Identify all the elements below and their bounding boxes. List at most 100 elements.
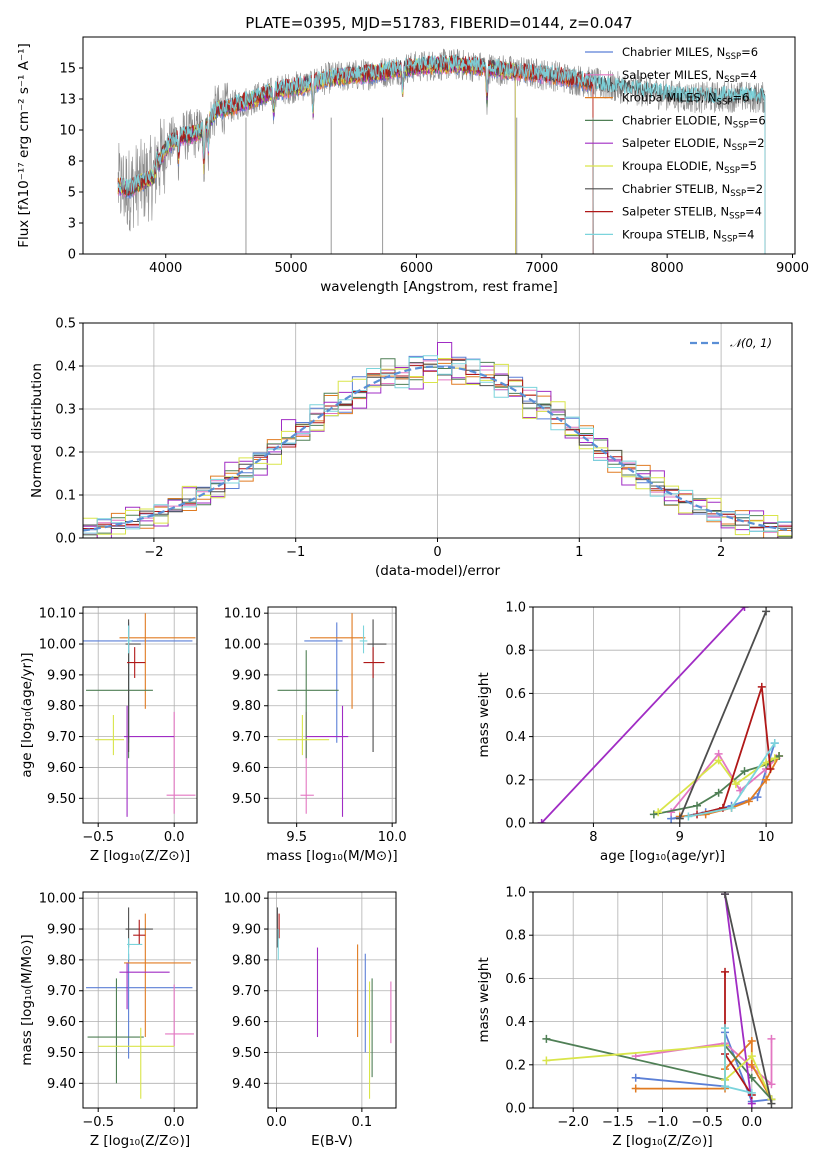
axes-frame (82, 891, 198, 1109)
axes-frame (82, 322, 793, 539)
data-point (675, 814, 684, 823)
series-line (678, 610, 767, 820)
x-tick-label: 0.0 (164, 1115, 185, 1130)
data-point (714, 788, 723, 797)
x-tick-label: 6000 (400, 261, 433, 276)
y-tick-label: 10.00 (224, 638, 261, 653)
y-tick-label: 0.4 (505, 1015, 526, 1030)
legend-label: Chabrier ELODIE, NSSP=6 (622, 113, 766, 130)
errorbar-chabrier-stelib (367, 619, 387, 753)
x-tick-label: 0.0 (164, 830, 185, 845)
data-point (721, 1024, 730, 1033)
data-point (747, 1052, 756, 1061)
x-tick-label: −1.0 (647, 1115, 679, 1130)
plot-area (276, 907, 392, 1099)
legend-label: Kroupa ELODIE, NSSP=5 (622, 159, 757, 176)
data-point (770, 754, 779, 763)
y-tick-label: 0.2 (505, 773, 526, 788)
data-point (767, 1034, 776, 1043)
x-axis-label: Z [log₁₀(Z/Z⊙)] (612, 1133, 712, 1149)
y-tick-label: 10 (59, 124, 76, 139)
y-tick-label: 9.60 (232, 1015, 261, 1030)
axes-frame (267, 606, 397, 824)
y-tick-label: 9.50 (232, 792, 261, 807)
y-tick-label: 10.00 (224, 892, 261, 907)
y-tick-label: 0.3 (55, 403, 76, 418)
y-tick-label: 5 (68, 186, 76, 201)
y-tick-label: 9.90 (232, 923, 261, 938)
legend-label: 𝒩(0, 1) (730, 336, 772, 350)
errorbar-kroupa-miles (119, 613, 196, 709)
errorbar-salpeter-stelib (127, 647, 146, 678)
y-tick-label: 13 (59, 93, 76, 108)
series-line (540, 607, 746, 823)
errorbar-kroupa-elodie (277, 715, 330, 756)
y-tick-label: 0 (68, 248, 76, 263)
plot-area (83, 613, 196, 817)
series-line (724, 894, 773, 1104)
data-point (762, 607, 771, 616)
series-chabrier-elodie (542, 1034, 776, 1104)
x-axis-label: age [log₁₀(age/yr)] (600, 848, 725, 864)
data-point (731, 780, 740, 789)
panel-spectrum: 4000 5000 6000 7000 8000 9000 0 3 5 8 10 13 15 PLATE=… (16, 14, 809, 295)
legend-label: Chabrier STELIB, NSSP=2 (622, 182, 763, 199)
y-tick-label: 0.6 (505, 687, 526, 702)
plot-area (537, 607, 784, 823)
errorbar-chabrier-elodie (87, 978, 144, 1084)
data-point (684, 812, 693, 821)
plot-area (117, 48, 766, 254)
legend-label: Salpeter STELIB, NSSP=4 (622, 205, 762, 222)
x-tick-label: 4000 (149, 261, 182, 276)
data-point (714, 756, 723, 765)
y-tick-label: 0.2 (505, 1058, 526, 1073)
y-tick-label: 9.60 (47, 761, 76, 776)
data-point (753, 793, 762, 802)
y-tick-label: 10.10 (224, 607, 261, 622)
spectrum-model-salpeter-stelib (117, 54, 594, 254)
y-tick-label: 9.50 (47, 1046, 76, 1061)
x-axis-label: E(B-V) (311, 1133, 353, 1149)
plot-area (86, 907, 194, 1099)
y-tick-label: 0.0 (55, 532, 76, 547)
x-axis-label: Z [log₁₀(Z/Z⊙)] (90, 848, 190, 864)
series-line (696, 686, 772, 816)
data-point (767, 1080, 776, 1089)
y-tick-label: 9.40 (232, 1077, 261, 1092)
errorbar-salpeter-miles (166, 711, 196, 814)
y-axis-label: age [log₁₀(age/yr)] (19, 652, 35, 777)
data-point (770, 739, 779, 748)
legend-label: Salpeter MILES, NSSP=4 (622, 68, 757, 85)
y-tick-label: 3 (68, 217, 76, 232)
x-axis-label: wavelength [Angstrom, rest frame] (320, 279, 558, 295)
plot-area (542, 892, 776, 1108)
data-point (762, 758, 771, 767)
x-axis-label: mass [log₁₀(M/M⊙)] (266, 848, 397, 864)
data-point (721, 1082, 730, 1091)
data-point (757, 682, 766, 691)
spectrum-model-chabrier-stelib (117, 55, 766, 254)
y-axis-label: mass weight (476, 957, 492, 1042)
data-point (744, 797, 753, 806)
errorbar-kroupa-elodie (98, 1027, 175, 1099)
y-tick-label: 0.5 (55, 317, 76, 332)
x-tick-label: −2.0 (557, 1115, 589, 1130)
y-tick-label: 9.70 (232, 730, 261, 745)
series-chabrier-stelib (675, 607, 771, 823)
y-tick-label: 0.2 (55, 446, 76, 461)
errorbar-salpeter-elodie (306, 705, 349, 817)
data-point (740, 607, 749, 611)
panel-age_vs_Z: −0.5 0.0 9.50 9.60 9.70 9.80 9.90 10.00 10.10 Z [… (19, 606, 198, 864)
y-axis-label: mass [log₁₀(M/M⊙)] (19, 934, 35, 1065)
x-tick-label: −0.5 (691, 1115, 723, 1130)
y-tick-label: 10.00 (39, 638, 76, 653)
data-point (718, 803, 727, 812)
axes-frame (267, 891, 397, 1109)
x-tick-label: 1 (575, 545, 583, 560)
panel-weight_vs_age: 8 9 10 0.0 0.2 0.4 0.6 0.8 1.0 age [log₁₀(age/yr)… (476, 601, 793, 864)
x-tick-label: −0.5 (82, 830, 114, 845)
series-line (724, 894, 753, 1104)
errorbar-chabrier-miles (304, 622, 343, 743)
axes-frame (82, 606, 198, 824)
y-tick-label: 9.50 (232, 1046, 261, 1061)
